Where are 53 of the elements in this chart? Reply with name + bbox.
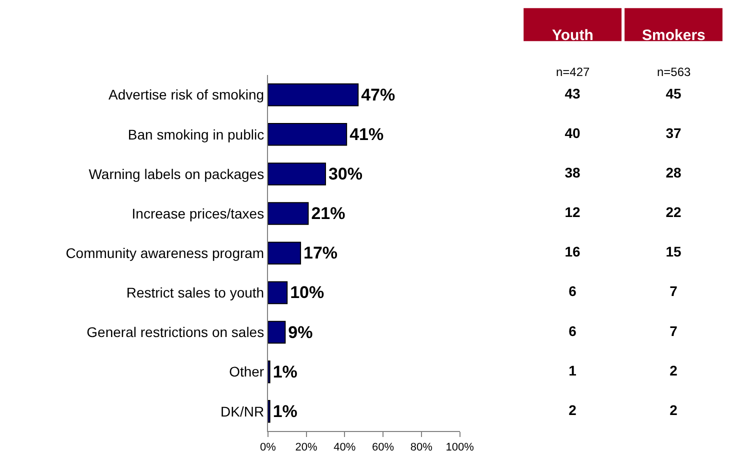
y-tick-label: DK/NR [220,403,264,420]
y-tick-label: Ban smoking in public [128,126,264,142]
bar [268,281,288,304]
text: 6 [568,322,577,339]
text: n=563 [657,65,692,79]
bar [268,202,309,225]
text: 2 [670,362,678,378]
text: 38 [564,164,581,180]
y-tick-label: Advertise risk of smoking [108,86,264,103]
text: 43 [564,85,581,102]
x-tick-label: 60% [372,441,394,453]
text: 45 [666,85,682,102]
text: 28 [666,164,682,180]
x-tick-label: 80% [410,441,433,453]
text: Youth [552,27,594,44]
data-label: 10% [290,283,324,302]
data-label: 30% [328,164,363,184]
bar [268,242,302,264]
data-label: 9% [288,322,313,342]
data-label: 41% [350,124,384,144]
data-label: 47% [361,85,396,104]
data-label: 1% [272,402,298,421]
y-tick-label: Other [229,364,264,380]
x-tick-label: 40% [334,441,356,453]
text: 7 [670,283,678,300]
x-tick-label: 100% [446,441,474,453]
x-tick-label: 0% [260,441,276,453]
y-tick-label: General restrictions on sales [86,324,264,340]
y-tick-label: Community awareness program [66,245,264,262]
bar [268,320,286,344]
text: 37 [666,124,682,141]
data-label: 1% [272,362,298,382]
bar [268,123,348,146]
y-tick-label: Warning labels on packages [88,166,264,182]
data-label: 17% [304,244,338,263]
bar [268,162,326,186]
text: 6 [568,283,577,300]
x-tick-label: 20% [295,441,318,453]
data-label: 21% [311,204,346,224]
y-tick-label: Increase prices/taxes [132,205,264,222]
bar [268,83,359,106]
text: 7 [670,322,678,339]
text: Smokers [642,27,706,44]
text: 40 [564,124,581,141]
text: 15 [666,244,682,260]
text: 12 [564,204,581,220]
text: 22 [666,204,682,220]
text: n=427 [556,65,590,79]
text: 2 [568,402,577,418]
y-tick-label: Restrict sales to youth [126,284,264,301]
text: 2 [670,402,678,418]
text: 16 [564,244,581,260]
text: 1 [568,362,577,378]
